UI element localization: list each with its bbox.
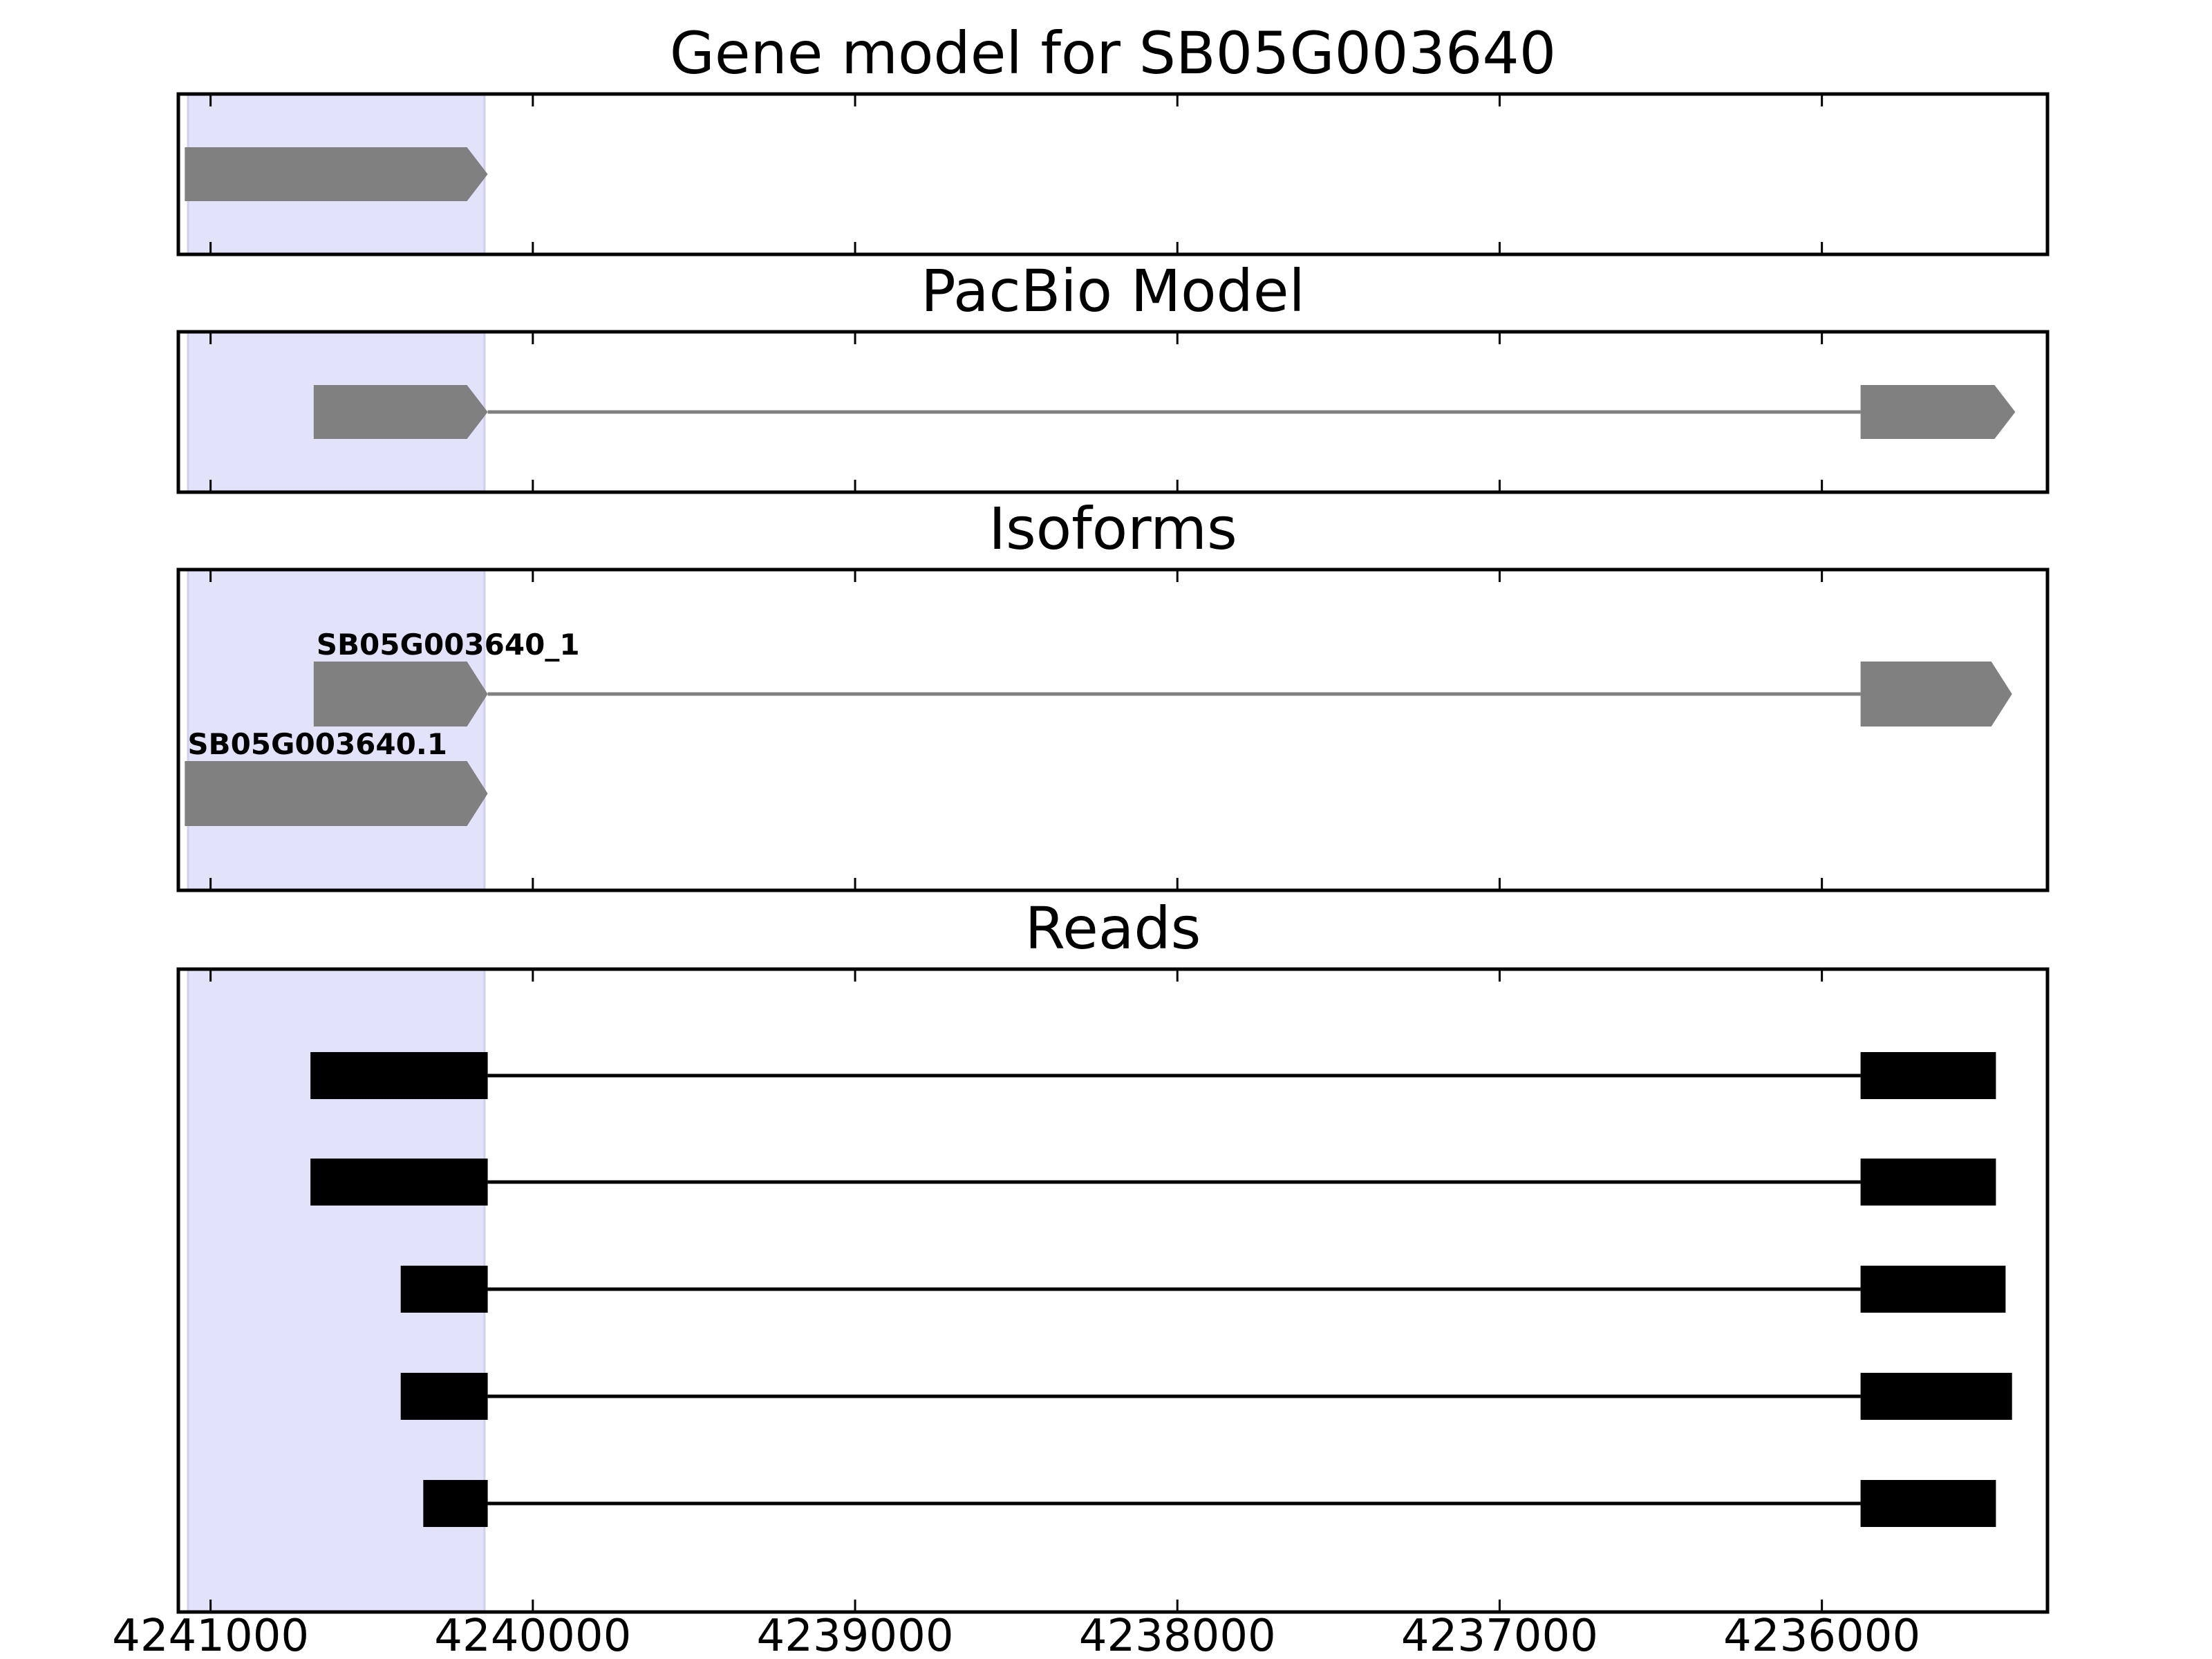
exon-arrow <box>1860 662 2012 727</box>
tick-marks <box>209 332 1824 492</box>
read <box>310 1159 1996 1206</box>
x-tick-label: 4241000 <box>112 1611 309 1659</box>
panel-isoforms: SB05G003640_1 SB05G003640.1 Isoforms <box>176 495 2050 892</box>
transcript: SB05G003640.1 <box>185 727 488 826</box>
exon-block <box>1860 1480 1996 1527</box>
panel-frame <box>176 967 2050 1614</box>
panel-title: Gene model for SB05G003640 <box>670 19 1556 87</box>
panel-reads: Reads <box>176 894 2050 1614</box>
exon-block <box>1860 1159 1996 1206</box>
gene-model-features <box>185 147 488 201</box>
transcript <box>313 385 2016 439</box>
exon-block <box>310 1052 488 1099</box>
read <box>400 1266 2006 1313</box>
exon-arrow <box>1860 385 2016 439</box>
exon-arrow <box>185 761 488 826</box>
isoform-label: SB05G003640_1 <box>317 628 580 662</box>
exon-block <box>1860 1052 1996 1099</box>
highlight-region <box>187 568 486 892</box>
exon-block <box>1860 1373 2012 1420</box>
pacbio-model-features <box>313 385 2016 439</box>
panel-frame <box>176 330 2050 494</box>
x-axis-tick-labels: 4241000 4240000 4239000 4238000 4237000 42360… <box>112 1611 1920 1659</box>
exon-block <box>400 1373 488 1420</box>
x-tick-label: 4237000 <box>1401 1611 1598 1659</box>
panel-frame <box>176 92 2050 256</box>
x-tick-label: 4239000 <box>757 1611 954 1659</box>
exon-block <box>310 1159 488 1206</box>
x-tick-label: 4238000 <box>1079 1611 1276 1659</box>
x-tick-label: 4236000 <box>1723 1611 1920 1659</box>
exon-arrow <box>313 662 488 727</box>
tick-marks <box>209 94 1824 254</box>
panel-pacbio-model: PacBio Model <box>176 257 2050 494</box>
read <box>310 1052 1996 1099</box>
exon-block <box>400 1266 488 1313</box>
exon-block <box>1860 1266 2006 1313</box>
panel-title: Isoforms <box>988 495 1237 563</box>
isoform-features: SB05G003640_1 SB05G003640.1 <box>185 628 2012 826</box>
x-tick-label: 4240000 <box>434 1611 631 1659</box>
panel-title: PacBio Model <box>921 257 1305 325</box>
exon-arrow <box>185 147 488 201</box>
tick-marks <box>209 570 1824 890</box>
tick-marks <box>209 969 1824 1612</box>
transcript: SB05G003640_1 <box>313 628 2012 727</box>
panel-gene-model: Gene model for SB05G003640 <box>176 19 2050 256</box>
read <box>400 1373 2012 1420</box>
read <box>423 1480 1996 1527</box>
exon-block <box>423 1480 488 1527</box>
exon-arrow <box>313 385 488 439</box>
isoform-label: SB05G003640.1 <box>187 727 447 761</box>
panel-frame <box>176 568 2050 892</box>
read-features <box>310 1052 2012 1527</box>
transcript <box>185 147 488 201</box>
panel-title: Reads <box>1025 894 1201 962</box>
